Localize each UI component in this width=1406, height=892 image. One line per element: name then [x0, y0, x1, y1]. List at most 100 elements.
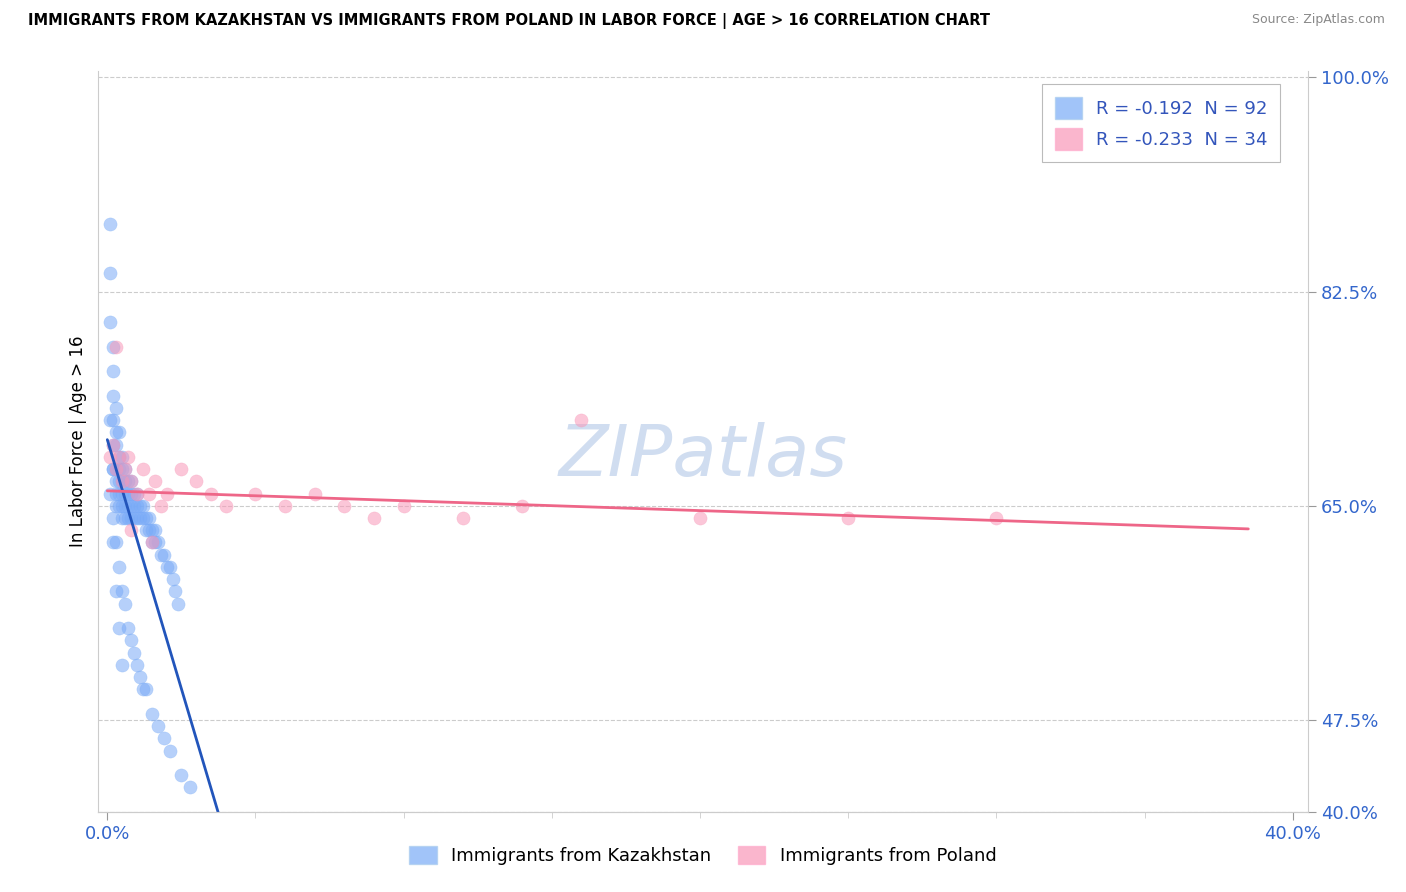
Point — [155, 486, 177, 500]
Point — [149, 548, 172, 562]
Point — [162, 572, 184, 586]
Point — [105, 475, 128, 489]
Point — [363, 511, 385, 525]
Point — [108, 486, 131, 500]
Point — [117, 621, 139, 635]
Point — [111, 475, 134, 489]
Point — [98, 413, 121, 427]
Point — [125, 657, 148, 672]
Point — [111, 462, 134, 476]
Point — [105, 425, 128, 440]
Point — [114, 475, 136, 489]
Point — [120, 633, 142, 648]
Point — [129, 499, 152, 513]
Point — [149, 499, 172, 513]
Point — [986, 511, 1008, 525]
Point — [167, 597, 190, 611]
Point — [143, 535, 166, 549]
Point — [108, 462, 131, 476]
Point — [120, 475, 142, 489]
Point — [111, 499, 134, 513]
Point — [571, 413, 593, 427]
Point — [138, 486, 160, 500]
Point — [103, 413, 125, 427]
Point — [120, 475, 142, 489]
Point — [122, 646, 145, 660]
Point — [122, 499, 145, 513]
Point — [125, 511, 148, 525]
Point — [170, 829, 193, 843]
Point — [98, 486, 121, 500]
Point — [111, 475, 134, 489]
Point — [135, 511, 157, 525]
Point — [689, 511, 711, 525]
Legend: Immigrants from Kazakhstan, Immigrants from Poland: Immigrants from Kazakhstan, Immigrants f… — [401, 837, 1005, 874]
Point — [103, 437, 125, 451]
Point — [200, 486, 222, 500]
Point — [111, 486, 134, 500]
Text: IMMIGRANTS FROM KAZAKHSTAN VS IMMIGRANTS FROM POLAND IN LABOR FORCE | AGE > 16 C: IMMIGRANTS FROM KAZAKHSTAN VS IMMIGRANTS… — [28, 13, 990, 29]
Point — [392, 499, 415, 513]
Point — [114, 511, 136, 525]
Point — [117, 486, 139, 500]
Point — [103, 511, 125, 525]
Point — [146, 719, 169, 733]
Point — [170, 768, 193, 782]
Point — [103, 340, 125, 354]
Point — [98, 217, 121, 231]
Point — [170, 462, 193, 476]
Y-axis label: In Labor Force | Age > 16: In Labor Force | Age > 16 — [69, 335, 87, 548]
Point — [103, 437, 125, 451]
Point — [135, 523, 157, 537]
Point — [132, 499, 155, 513]
Point — [129, 670, 152, 684]
Point — [120, 486, 142, 500]
Point — [103, 535, 125, 549]
Text: ZIPatlas: ZIPatlas — [558, 422, 848, 491]
Point — [105, 499, 128, 513]
Point — [105, 535, 128, 549]
Point — [138, 523, 160, 537]
Point — [155, 560, 177, 574]
Point — [138, 511, 160, 525]
Point — [103, 389, 125, 403]
Point — [122, 511, 145, 525]
Point — [120, 511, 142, 525]
Point — [141, 535, 163, 549]
Point — [103, 462, 125, 476]
Point — [304, 486, 326, 500]
Point — [117, 475, 139, 489]
Point — [165, 584, 187, 599]
Point — [111, 450, 134, 464]
Point — [117, 499, 139, 513]
Point — [108, 450, 131, 464]
Point — [451, 511, 474, 525]
Point — [125, 499, 148, 513]
Point — [132, 511, 155, 525]
Point — [105, 340, 128, 354]
Point — [105, 462, 128, 476]
Point — [108, 475, 131, 489]
Point — [186, 475, 208, 489]
Point — [98, 315, 121, 329]
Point — [120, 523, 142, 537]
Point — [141, 706, 163, 721]
Point — [111, 511, 134, 525]
Point — [274, 499, 297, 513]
Point — [135, 682, 157, 697]
Point — [108, 499, 131, 513]
Point — [179, 780, 201, 795]
Point — [159, 743, 181, 757]
Legend: R = -0.192  N = 92, R = -0.233  N = 34: R = -0.192 N = 92, R = -0.233 N = 34 — [1042, 84, 1281, 162]
Point — [120, 499, 142, 513]
Point — [98, 266, 121, 280]
Point — [105, 401, 128, 415]
Point — [122, 486, 145, 500]
Point — [125, 486, 148, 500]
Point — [114, 462, 136, 476]
Point — [114, 597, 136, 611]
Point — [510, 499, 533, 513]
Point — [117, 450, 139, 464]
Point — [143, 475, 166, 489]
Point — [215, 499, 238, 513]
